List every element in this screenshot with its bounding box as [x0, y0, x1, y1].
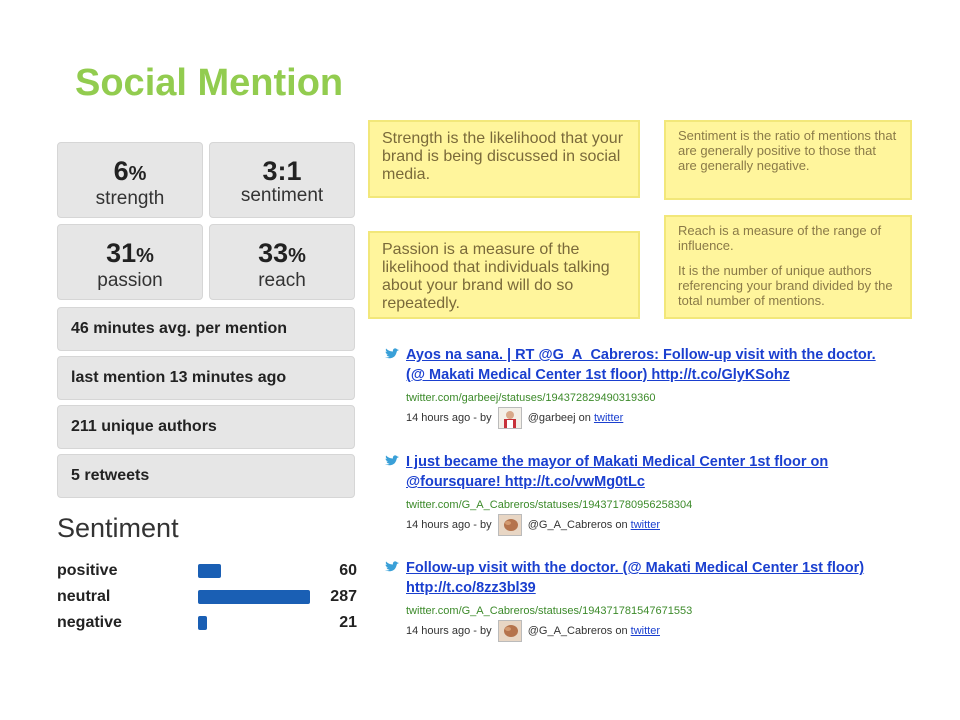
tweet-author: @garbeej on	[527, 411, 591, 424]
strength-value: 6	[113, 156, 129, 186]
sentiment-row-label: positive	[57, 562, 118, 579]
avg-per-mention-stat: 46 minutes avg. per mention	[57, 307, 355, 351]
tweet-author: @G_A_Cabreros on	[527, 518, 628, 531]
reach-label: reach	[258, 270, 306, 291]
sentiment-row-neutral: neutral 287	[57, 588, 357, 608]
sentiment-row-positive: positive 60	[57, 562, 357, 582]
sentiment-callout: Sentiment is the ratio of mentions that …	[664, 120, 912, 200]
retweets-stat: 5 retweets	[57, 454, 355, 498]
sentiment-callout-text: Sentiment is the ratio of mentions that …	[678, 128, 897, 173]
avatar	[497, 514, 522, 536]
twitter-bird-icon	[385, 348, 399, 359]
tweet-meta: 14 hours ago - by @garbeej on twitter	[406, 407, 623, 429]
passion-tile: 31% passion	[57, 224, 203, 300]
avatar	[497, 620, 522, 642]
tweet-source-link[interactable]: twitter	[630, 624, 660, 637]
sentiment-row-value: 287	[330, 588, 357, 605]
tweet-time: 14 hours ago - by	[406, 624, 492, 637]
sentiment-label: sentiment	[240, 185, 324, 206]
sentiment-row-negative: negative 21	[57, 614, 357, 634]
reach-callout: Reach is a measure of the range of influ…	[664, 215, 912, 319]
tweet-text-link[interactable]: Follow-up visit with the doctor. (@ Maka…	[406, 560, 865, 596]
tweet-text-link[interactable]: I just became the mayor of Makati Medica…	[406, 454, 829, 490]
tweet-meta: 14 hours ago - by @G_A_Cabreros on twitt…	[406, 514, 660, 536]
strength-tile: 6% strength	[57, 142, 203, 218]
passion-unit: %	[136, 245, 154, 267]
sentiment-row-value: 21	[339, 614, 357, 631]
passion-callout: Passion is a measure of the likelihood t…	[368, 231, 640, 319]
strength-callout: Strength is the likelihood that your bra…	[368, 120, 640, 198]
sentiment-row-value: 60	[339, 562, 357, 579]
reach-callout-text-2: It is the number of unique authors refer…	[678, 263, 893, 308]
passion-value: 31	[106, 238, 137, 268]
sentiment-value: 3:1	[262, 156, 302, 186]
twitter-bird-icon	[385, 561, 399, 572]
tweet-meta: 14 hours ago - by @G_A_Cabreros on twitt…	[406, 620, 660, 642]
passion-label: passion	[97, 270, 163, 291]
reach-tile: 33% reach	[209, 224, 355, 300]
tweet-source-link[interactable]: twitter	[630, 518, 660, 531]
avatar	[497, 407, 522, 429]
tweet-url: twitter.com/G_A_Cabreros/statuses/194371…	[406, 605, 693, 617]
sentiment-row-label: neutral	[57, 588, 111, 605]
unique-authors-stat: 211 unique authors	[57, 405, 355, 449]
tweet-text-link[interactable]: Ayos na sana. | RT @G_A_Cabreros: Follow…	[406, 347, 876, 383]
tweet-time: 14 hours ago - by	[406, 518, 492, 531]
sentiment-row-label: negative	[57, 614, 122, 631]
passion-callout-text: Passion is a measure of the likelihood t…	[382, 241, 610, 312]
tweet-url: twitter.com/G_A_Cabreros/statuses/194371…	[406, 499, 693, 511]
sentiment-bar-negative	[198, 616, 207, 630]
reach-callout-text-1: Reach is a measure of the range of influ…	[678, 223, 882, 253]
tweet-url: twitter.com/garbeej/statuses/19437282949…	[406, 392, 656, 404]
slide-title: Social Mention	[75, 62, 344, 104]
sentiment-bar-positive	[198, 564, 221, 578]
reach-value: 33	[258, 238, 289, 268]
sentiment-bar-neutral	[198, 590, 310, 604]
last-mention-stat: last mention 13 minutes ago	[57, 356, 355, 400]
tweet-time: 14 hours ago - by	[406, 411, 492, 424]
reach-unit: %	[288, 245, 306, 267]
strength-unit: %	[128, 163, 147, 185]
strength-label: strength	[95, 188, 165, 209]
tweet-author: @G_A_Cabreros on	[527, 624, 628, 637]
tweet-source-link[interactable]: twitter	[593, 411, 624, 424]
twitter-bird-icon	[385, 455, 399, 466]
strength-callout-text: Strength is the likelihood that your bra…	[382, 130, 624, 183]
sentiment-heading: Sentiment	[57, 513, 179, 543]
sentiment-tile: 3:1 sentiment	[209, 142, 355, 218]
